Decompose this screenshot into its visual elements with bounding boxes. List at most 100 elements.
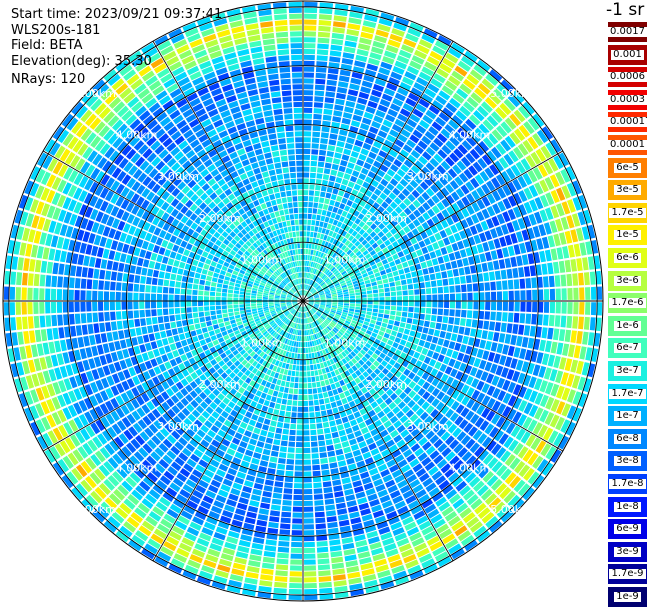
range-gate-cell (428, 266, 435, 274)
range-gate-cell (353, 183, 361, 191)
range-gate-cell (367, 100, 378, 109)
range-gate-cell (62, 182, 72, 195)
range-gate-cell (541, 353, 550, 366)
range-gate-cell (24, 180, 34, 195)
range-gate-cell (350, 274, 356, 280)
range-gate-cell (303, 219, 307, 225)
range-gate-cell (199, 317, 206, 323)
range-gate-cell (119, 525, 133, 538)
range-gate-cell (287, 314, 292, 319)
range-gate-cell (365, 235, 372, 242)
range-gate-cell (334, 282, 340, 287)
range-gate-cell (311, 289, 316, 294)
range-gate-cell (370, 146, 380, 154)
range-gate-cell (290, 308, 295, 313)
range-gate-cell (517, 372, 526, 385)
range-gate-cell (180, 301, 186, 307)
range-gate-cell (190, 371, 198, 380)
range-gate-cell (111, 218, 120, 229)
range-gate-cell (229, 364, 237, 371)
range-gate-cell (174, 301, 180, 308)
range-gate-cell (125, 401, 135, 412)
range-gate-cell (388, 516, 400, 525)
range-gate-cell (538, 224, 547, 237)
range-gate-cell (328, 272, 333, 278)
range-gate-cell (337, 290, 343, 294)
range-gate-cell (211, 581, 226, 590)
range-gate-cell (510, 233, 518, 244)
range-gate-cell (316, 270, 321, 276)
range-gate-cell (440, 160, 451, 171)
range-gate-cell (336, 256, 342, 262)
range-gate-cell (128, 426, 138, 437)
range-gate-cell (396, 306, 402, 311)
range-gate-cell (322, 284, 327, 289)
range-gate-cell (425, 308, 432, 314)
range-gate-cell (500, 419, 511, 432)
range-gate-cell (362, 346, 369, 352)
range-gate-cell (123, 264, 131, 273)
range-gate-cell (459, 83, 472, 95)
range-gate-cell (427, 83, 440, 94)
range-gate-cell (305, 278, 308, 284)
range-gate-cell (144, 360, 153, 370)
range-gate-cell (311, 289, 316, 294)
range-gate-cell (245, 292, 251, 296)
range-gate-cell (269, 292, 275, 295)
range-gate-cell (239, 297, 245, 301)
range-gate-cell (525, 278, 532, 289)
range-gate-cell (189, 554, 203, 564)
range-gate-cell (358, 91, 370, 100)
range-gate-cell (37, 435, 48, 450)
range-gate-cell (309, 267, 312, 273)
range-gate-cell (4, 317, 11, 332)
range-gate-cell (420, 301, 426, 307)
range-gate-cell (346, 29, 360, 37)
range-gate-cell (310, 261, 314, 267)
range-gate-cell (74, 301, 80, 312)
range-gate-cell (509, 475, 521, 489)
range-gate-cell (192, 301, 198, 307)
range-gate-cell (290, 328, 294, 334)
range-gate-cell (277, 286, 283, 291)
range-gate-cell (537, 424, 548, 438)
range-gate-cell (451, 389, 460, 400)
range-gate-cell (486, 115, 499, 127)
range-gate-cell (238, 324, 244, 330)
range-gate-cell (13, 241, 21, 255)
range-gate-cell (354, 289, 361, 293)
range-gate-cell (132, 216, 141, 227)
range-gate-cell (337, 460, 347, 467)
range-gate-cell (14, 209, 23, 224)
range-gate-cell (539, 209, 548, 222)
range-gate-cell (287, 327, 291, 333)
range-gate-cell (496, 281, 502, 291)
range-gate-cell (450, 260, 458, 269)
range-gate-cell (446, 194, 455, 205)
range-gate-cell (112, 331, 119, 341)
range-gate-cell (245, 309, 252, 313)
range-gate-cell (412, 375, 421, 383)
range-gate-cell (486, 397, 496, 409)
range-gate-cell (274, 295, 280, 298)
range-gate-cell (244, 517, 256, 525)
range-gate-cell (348, 344, 355, 351)
range-gate-cell (294, 353, 298, 359)
range-gate-cell (274, 372, 280, 379)
range-gate-cell (133, 451, 145, 462)
range-gate-cell (279, 410, 286, 417)
range-gate-cell (373, 433, 382, 442)
range-gate-cell (299, 306, 302, 312)
range-gate-cell (411, 55, 425, 65)
range-gate-cell (186, 428, 196, 437)
range-gate-cell (333, 15, 347, 22)
range-gate-cell (550, 341, 558, 354)
range-gate-cell (578, 316, 584, 330)
range-gate-cell (382, 474, 393, 483)
range-gate-cell (347, 282, 353, 287)
range-gate-cell (121, 380, 130, 391)
range-gate-cell (317, 552, 329, 559)
range-gate-cell (125, 389, 135, 400)
range-gate-cell (416, 547, 430, 558)
range-gate-cell (128, 367, 137, 377)
